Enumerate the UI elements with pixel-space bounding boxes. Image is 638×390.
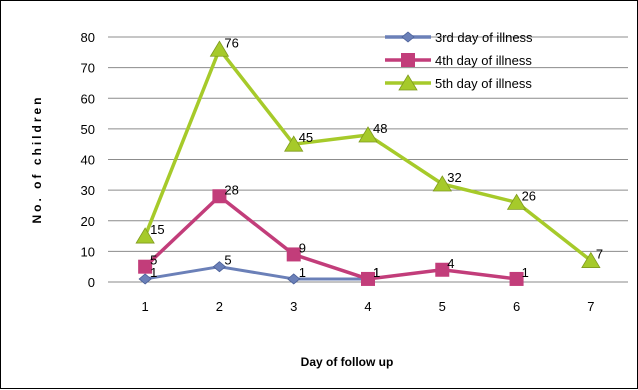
x-tick-label: 1 bbox=[142, 299, 149, 314]
data-label: 48 bbox=[373, 121, 387, 136]
data-point-square bbox=[138, 259, 153, 274]
data-label: 1 bbox=[373, 265, 380, 280]
y-tick-label: 80 bbox=[81, 30, 95, 45]
y-axis-title: No. of children bbox=[30, 95, 44, 224]
legend: 3rd day of illness 4th day of illness 5th … bbox=[385, 30, 533, 91]
x-tick-label: 7 bbox=[587, 299, 594, 314]
data-point-diamond bbox=[287, 273, 301, 285]
x-tick-label: 6 bbox=[513, 299, 520, 314]
data-point-diamond bbox=[212, 261, 227, 273]
data-point-square bbox=[286, 247, 301, 262]
data-point-triangle bbox=[209, 40, 230, 57]
data-point-triangle bbox=[358, 126, 378, 143]
data-point-square bbox=[361, 271, 375, 286]
data-label: 28 bbox=[224, 182, 238, 197]
data-point-triangle bbox=[135, 227, 155, 244]
gridlines bbox=[108, 36, 628, 283]
data-point-triangle bbox=[581, 251, 601, 268]
data-label: 1 bbox=[299, 265, 306, 280]
data-point-triangle bbox=[398, 74, 418, 91]
x-axis-title: Day of follow up bbox=[301, 355, 394, 369]
x-tick-label: 5 bbox=[439, 299, 446, 314]
y-tick-label: 40 bbox=[81, 153, 95, 168]
x-tick-label: 4 bbox=[364, 299, 371, 314]
x-axis-ticks: 1 2 3 4 5 6 7 bbox=[142, 299, 595, 314]
data-point-diamond bbox=[138, 273, 152, 285]
series-line bbox=[143, 194, 517, 281]
y-tick-label: 70 bbox=[81, 61, 95, 76]
data-label: 4 bbox=[447, 256, 454, 271]
data-point-square bbox=[401, 53, 415, 67]
data-point-triangle bbox=[506, 193, 527, 210]
data-label: 5 bbox=[150, 253, 157, 268]
data-label: 1 bbox=[150, 265, 157, 280]
data-label: 76 bbox=[224, 35, 238, 50]
y-tick-label: 30 bbox=[81, 183, 95, 198]
legend-label: 5th day of illness bbox=[435, 76, 532, 91]
data-label: 5 bbox=[224, 253, 231, 268]
data-point-triangle bbox=[432, 175, 452, 192]
series-line bbox=[144, 265, 368, 281]
y-tick-label: 20 bbox=[81, 214, 95, 229]
data-label: 26 bbox=[522, 188, 536, 203]
data-label: 9 bbox=[299, 240, 306, 255]
legend-label: 4th day of illness bbox=[435, 53, 532, 68]
x-tick-label: 3 bbox=[290, 299, 297, 314]
y-axis-ticks: 0 10 20 30 40 50 60 70 80 bbox=[81, 30, 95, 290]
data-point-square bbox=[435, 262, 450, 277]
data-point-triangle bbox=[284, 135, 304, 152]
y-tick-label: 10 bbox=[81, 244, 95, 259]
x-tick-label: 2 bbox=[216, 299, 223, 314]
data-label: 1 bbox=[522, 265, 529, 280]
y-tick-label: 0 bbox=[88, 275, 95, 290]
data-point-square bbox=[509, 271, 524, 286]
data-label: 15 bbox=[150, 222, 164, 237]
data-point-diamond bbox=[401, 31, 415, 43]
data-label: 1 bbox=[373, 265, 380, 280]
data-point-square bbox=[212, 189, 227, 204]
series-lines bbox=[135, 40, 601, 286]
legend-label: 3rd day of illness bbox=[435, 30, 533, 45]
y-tick-label: 60 bbox=[81, 91, 95, 106]
data-label: 32 bbox=[447, 170, 461, 185]
y-tick-label: 50 bbox=[81, 122, 95, 137]
data-label: 7 bbox=[596, 247, 603, 262]
data-label: 45 bbox=[299, 130, 313, 145]
